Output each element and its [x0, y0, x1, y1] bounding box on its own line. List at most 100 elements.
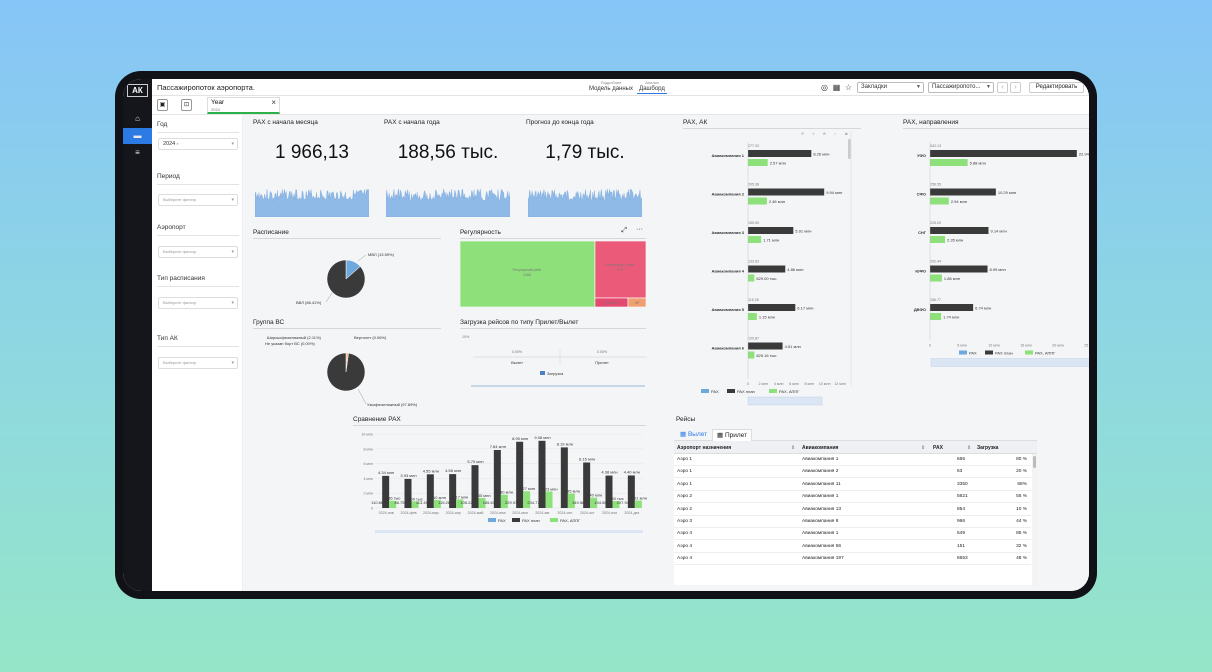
table-row[interactable]: Аэро 4 Авиакомпания 197 6653 48 %: [674, 553, 1031, 566]
category-label: СНГ: [918, 230, 927, 235]
divider: [253, 238, 441, 239]
y-tick: 4 млн: [363, 477, 373, 481]
prev-sheet-button[interactable]: ‹: [997, 82, 1008, 93]
category-label: Авиакомпания 6: [711, 346, 744, 351]
x-tick: 20 млн: [1052, 344, 1064, 348]
table-row[interactable]: Аэро 1 Авиакомпания 1 666 80 %: [674, 454, 1031, 466]
pax-directions-chart[interactable]: УФО 542.13 22.94 млн 5.88 млн СФО 256.55 10.29…: [903, 131, 1089, 417]
legend-label: PAX план: [995, 351, 1013, 356]
close-icon[interactable]: ×: [176, 141, 179, 146]
table-row[interactable]: Аэро 2 Авиакомпания 13 854 10 %: [674, 504, 1031, 516]
category-label: Авиакомпания 5: [711, 307, 744, 312]
table-row[interactable]: Аэро 1 Авиакомпания 2 63 20 %: [674, 466, 1031, 479]
next-sheet-button[interactable]: ›: [1010, 82, 1021, 93]
schedule-type-filter-input[interactable]: Выберите фильтр ▾: [158, 297, 238, 309]
legend-swatch: [488, 518, 496, 522]
filter-label: Год: [157, 121, 168, 128]
flights-tabs: ▦ Вылет ▦ Прилет: [674, 429, 1037, 441]
placeholder: Выберите фильтр: [163, 249, 197, 254]
pax-airlines-chart[interactable]: Авиакомпания 1 277.33 8.26 млн 2.57 млн Авиа…: [651, 131, 891, 417]
schedule-pie[interactable]: МВЛ (13.59%) ВВЛ (86.41%): [250, 239, 444, 319]
bar-plan: [930, 304, 974, 311]
bar-plan: [382, 475, 390, 508]
table-row[interactable]: Аэро 2 Авиакомпания 1 5621 55 %: [674, 491, 1031, 504]
star-icon[interactable]: ☆: [844, 83, 853, 92]
left-rail: АК ⌂ ▬ ≡: [123, 79, 152, 591]
bar-label: 2.46 млн: [769, 199, 785, 204]
database-icon[interactable]: ≡: [135, 148, 140, 157]
folder-icon[interactable]: ▬: [123, 128, 152, 144]
table-cell: Авиакомпания 1: [802, 531, 839, 537]
compare-chart[interactable]: 0 2 млн 4 млн 6 млн 8 млн 10 млн 4.34 млн 986 т…: [350, 428, 649, 564]
column-header[interactable]: Авиакомпания: [802, 445, 839, 451]
expand-icon[interactable]: ⤢: [621, 227, 627, 234]
bar-label: 6.15 млн: [579, 456, 595, 461]
sort-icon[interactable]: ⇕: [967, 445, 972, 451]
period-filter-input[interactable]: Выберите фильтр ▾: [158, 194, 238, 206]
scroll-thumb[interactable]: [1033, 456, 1036, 468]
bar-label: 1.95 млн: [564, 489, 580, 494]
pax-directions-panel: PAX, направления УФО 542.13 22.94 млн 5.88 …: [903, 117, 1089, 417]
pie-label: Вертолет (0.06%): [354, 335, 387, 340]
filter-label: Период: [157, 173, 180, 180]
tab-arrival[interactable]: ▦ Прилет: [712, 429, 753, 441]
home-icon[interactable]: ⌂: [135, 114, 140, 123]
tab-label: Модель данных: [589, 86, 633, 92]
table-cell: Аэро 1: [677, 469, 693, 475]
bar-label: 1.15 млн: [759, 315, 775, 320]
calendar-icon[interactable]: ▦: [832, 83, 841, 92]
bar-appg: [634, 500, 642, 508]
leader-line: [357, 388, 367, 405]
tab-dashboard[interactable]: Анализ Дашборд: [637, 80, 667, 94]
bar-label: 1.74 млн: [943, 315, 959, 320]
bar-label: 5.88 млн: [970, 161, 986, 166]
bookmarks-select[interactable]: Закладки ▼: [857, 82, 924, 93]
selection-chip-year[interactable]: Year 2024 ×: [207, 97, 280, 114]
legend-label: Загрузка: [547, 371, 564, 376]
smart-search-button[interactable]: ▣: [157, 99, 168, 111]
sort-icon[interactable]: ⇕: [921, 445, 926, 451]
bar-plan: [930, 227, 989, 234]
y-tick: 10%: [462, 335, 470, 339]
table-row[interactable]: Аэро 4 Авиакомпания 56 151 32 %: [674, 541, 1031, 553]
comment-icon[interactable]: ◎: [821, 83, 828, 92]
table-row[interactable]: Аэро 3 Авиакомпания 8 966 44 %: [674, 516, 1031, 528]
column-header[interactable]: Аэропорт назначения: [677, 445, 732, 451]
close-icon[interactable]: ×: [271, 98, 276, 107]
bar-label: 8.99 млн: [990, 267, 1006, 272]
bar-label: 950 тыс: [609, 496, 624, 501]
pax-label: 156.77: [930, 298, 941, 302]
column-header[interactable]: PAX: [933, 445, 943, 451]
table-row[interactable]: Аэро 1 Авиакомпания 11 3350 68%: [674, 479, 1031, 491]
table-cell: Авиакомпания 1: [802, 494, 839, 500]
sheet-select[interactable]: Пассажиропото... ▼: [928, 82, 994, 93]
tab-data-model[interactable]: Подробнее Модель данных: [588, 80, 634, 93]
bar-plan: [516, 441, 524, 508]
legend-swatch: [512, 518, 520, 522]
chart-tool-icon: ⊹: [812, 132, 816, 136]
pax-airlines-panel: PAX, АК Авиакомпания 1 277.33 8.26 млн 2.57…: [651, 117, 891, 417]
tab-departure[interactable]: ▦ Вылет: [680, 431, 708, 438]
bar-label: 825.16 тыс.: [756, 353, 777, 358]
airline-type-filter-input[interactable]: Выберите фильтр ▾: [158, 357, 238, 369]
placeholder: Выберите фильтр: [163, 300, 197, 305]
bar-plan: [748, 265, 786, 273]
bar-label: 1.17 млн: [452, 494, 468, 499]
fleet-pie[interactable]: Широкофюзеляжный (2.11%) Вертолет (0.06%)…: [250, 329, 444, 409]
edit-button[interactable]: Редактировать: [1029, 82, 1084, 93]
sort-icon[interactable]: ⇕: [791, 445, 796, 451]
bar-appg: [389, 500, 397, 508]
load-chart[interactable]: 10% 0.00% Вылет 0.00% Прилет Загрузка: [457, 329, 649, 409]
table-row[interactable]: Аэро 4 Авиакомпания 1 549 85 %: [674, 528, 1031, 541]
pax-label: 133.63: [748, 260, 759, 264]
table-scrollbar[interactable]: [1032, 454, 1037, 585]
year-filter-input[interactable]: 2024 × ▾: [158, 138, 238, 150]
bar-label: 3.93 млн: [400, 473, 416, 478]
column-header[interactable]: Загрузка: [977, 445, 999, 451]
table-cell: Аэро 4: [677, 531, 693, 537]
airport-filter-input[interactable]: Выберите фильтр ▾: [158, 246, 238, 258]
selection-tool-button[interactable]: ⊡: [181, 99, 192, 111]
bar-label: 9.94 млн: [826, 190, 842, 195]
more-icon[interactable]: ···: [636, 226, 643, 233]
